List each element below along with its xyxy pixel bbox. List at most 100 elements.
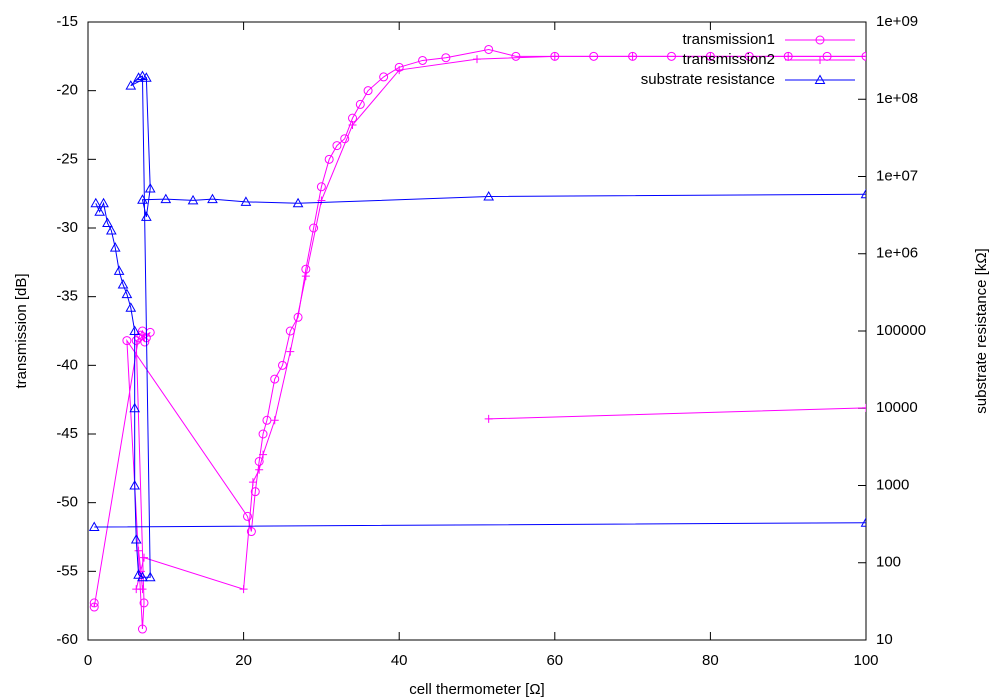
y-tick-label: -60 xyxy=(56,631,78,648)
point xyxy=(628,52,637,61)
point xyxy=(301,272,310,281)
point xyxy=(130,533,142,544)
point xyxy=(136,330,146,340)
y-tick-label: -20 xyxy=(56,82,78,99)
legend-label: transmission2 xyxy=(682,51,775,68)
point xyxy=(144,571,156,582)
point xyxy=(90,197,102,208)
point xyxy=(131,336,141,346)
y-tick-label: -55 xyxy=(56,562,78,579)
point xyxy=(137,624,147,634)
point xyxy=(348,121,357,129)
point xyxy=(550,52,559,61)
point xyxy=(511,51,521,61)
series xyxy=(88,70,866,582)
y2-tick-label: 1e+06 xyxy=(876,245,918,262)
series xyxy=(89,44,866,634)
point xyxy=(255,465,264,474)
point xyxy=(113,265,125,275)
y-tick-label: -45 xyxy=(56,425,78,442)
point xyxy=(250,487,260,497)
point xyxy=(317,196,326,205)
y2-tick-label: 10000 xyxy=(876,399,918,416)
point xyxy=(129,402,141,413)
legend-marker xyxy=(815,35,825,45)
point xyxy=(89,598,99,608)
x-tick-label: 60 xyxy=(546,652,563,669)
x-tick-label: 40 xyxy=(391,652,408,669)
x-tick-label: 80 xyxy=(702,652,719,669)
point xyxy=(324,154,334,164)
y-axis-label: transmission [dB] xyxy=(13,273,30,388)
point xyxy=(133,72,144,82)
y-tick-label: -25 xyxy=(56,150,78,167)
point xyxy=(129,325,141,335)
point xyxy=(248,478,257,487)
legend-marker xyxy=(816,56,824,64)
y-tick-label: -30 xyxy=(56,219,78,236)
y2-tick-label: 100 xyxy=(876,554,901,571)
point xyxy=(122,336,132,346)
point xyxy=(242,511,252,521)
point xyxy=(286,347,295,356)
point xyxy=(160,193,172,204)
point xyxy=(278,360,287,370)
y-tick-label: -35 xyxy=(56,288,78,305)
y2-axis-label: substrate resistance [kΩ] xyxy=(973,248,990,413)
point xyxy=(316,182,326,192)
point xyxy=(483,191,495,201)
point xyxy=(132,585,141,594)
point xyxy=(140,211,152,221)
point xyxy=(98,197,109,208)
point xyxy=(484,414,493,423)
point xyxy=(89,602,99,612)
point xyxy=(88,521,100,532)
y-tick-label: -15 xyxy=(56,13,78,30)
series-line xyxy=(93,48,866,630)
point xyxy=(484,44,494,54)
point xyxy=(355,99,365,109)
y2-tick-label: 10 xyxy=(876,631,893,648)
point xyxy=(239,585,248,594)
point xyxy=(207,193,218,204)
point xyxy=(860,188,866,199)
point xyxy=(109,242,121,252)
x-tick-label: 100 xyxy=(853,652,878,669)
point xyxy=(144,182,156,193)
point xyxy=(246,527,256,537)
point xyxy=(125,80,137,90)
point xyxy=(94,206,106,216)
point xyxy=(292,197,304,208)
point xyxy=(133,569,144,579)
point xyxy=(332,141,342,151)
point xyxy=(379,72,389,82)
y2-tick-label: 1e+08 xyxy=(876,90,918,107)
y2-tick-label: 1e+07 xyxy=(876,167,918,184)
series-line xyxy=(135,55,866,590)
series xyxy=(132,52,866,594)
legend-marker xyxy=(814,74,826,84)
point xyxy=(270,374,280,384)
point xyxy=(140,553,149,562)
point xyxy=(418,55,428,65)
point xyxy=(270,416,279,425)
point xyxy=(137,194,148,204)
point xyxy=(140,337,150,347)
point xyxy=(129,479,141,490)
point xyxy=(187,194,199,205)
point xyxy=(134,546,143,555)
y2-tick-label: 100000 xyxy=(876,322,926,339)
point xyxy=(309,223,319,233)
plot-frame xyxy=(87,21,867,641)
point xyxy=(441,53,451,63)
point xyxy=(395,66,404,75)
point xyxy=(140,72,152,82)
point xyxy=(137,571,148,582)
point xyxy=(860,517,866,527)
point xyxy=(125,302,137,312)
y-tick-label: -50 xyxy=(56,494,78,511)
legend-label: substrate resistance xyxy=(641,71,775,88)
point xyxy=(102,217,113,228)
point xyxy=(259,450,268,459)
